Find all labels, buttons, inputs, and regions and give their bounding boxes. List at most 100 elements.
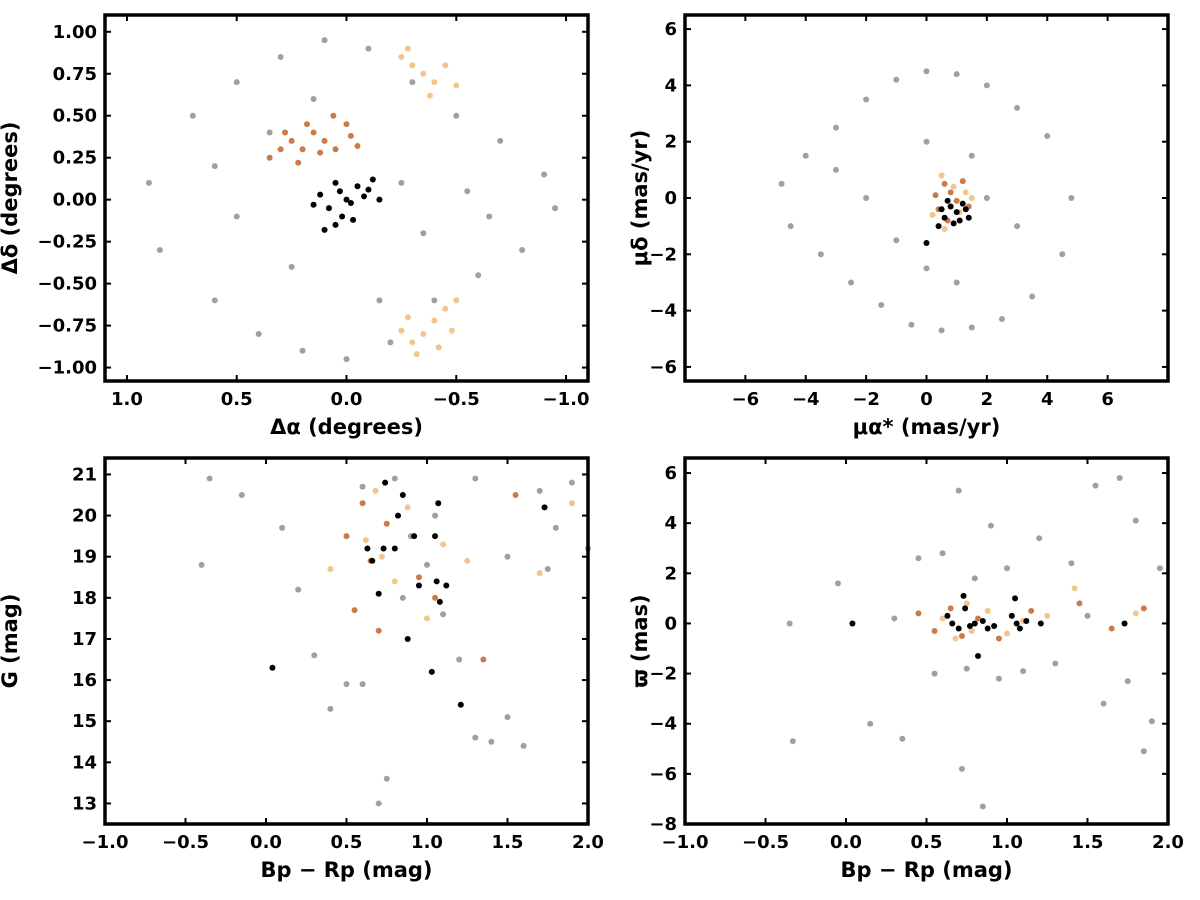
point-cluster_b: [404, 45, 411, 52]
point-cluster_a: [953, 197, 960, 204]
point-cluster_a: [947, 189, 954, 196]
point-background: [995, 675, 1002, 682]
point-core: [1121, 620, 1128, 627]
point-cluster_a: [321, 137, 328, 144]
y-tick-label: −2: [649, 664, 677, 685]
y-tick-label: 21: [72, 464, 97, 485]
point-background: [908, 321, 915, 328]
x-tick-label: 0.0: [830, 832, 862, 853]
x-tick-label: −0.5: [162, 832, 209, 853]
point-cluster_a: [295, 159, 302, 166]
point-background: [802, 152, 809, 159]
point-background: [311, 652, 318, 659]
point-cluster_b: [413, 351, 420, 358]
point-background: [552, 205, 559, 212]
point-background: [398, 179, 405, 186]
y-tick-label: −8: [649, 814, 677, 835]
point-cluster_a: [512, 492, 519, 499]
point-cluster_a: [330, 112, 337, 119]
point-cluster_a: [947, 605, 954, 612]
point-background: [568, 479, 575, 486]
point-core: [975, 653, 982, 660]
y-tick-label: 0.75: [53, 64, 97, 85]
point-core: [1037, 620, 1044, 627]
x-tick-label: 1.0: [411, 832, 443, 853]
point-core: [962, 605, 969, 612]
point-background: [1059, 251, 1066, 258]
point-background: [519, 247, 526, 254]
point-cluster_b: [1004, 630, 1010, 637]
y-tick-label: −2: [649, 244, 677, 265]
y-tick-label: 0: [664, 613, 677, 634]
point-core: [317, 191, 324, 198]
point-background: [832, 124, 839, 131]
x-tick-label: −4: [792, 389, 820, 410]
y-tick-label: 2: [664, 563, 677, 584]
point-cluster_a: [354, 142, 361, 149]
y-tick-label: −0.25: [38, 232, 98, 253]
y-tick-label: 0.00: [53, 190, 97, 211]
point-cluster_a: [303, 121, 310, 128]
y-tick-label: 6: [664, 463, 677, 484]
point-background: [963, 665, 970, 672]
point-cluster_a: [1028, 607, 1035, 614]
point-cluster_b: [440, 541, 447, 548]
point-background: [211, 297, 218, 304]
point-background: [145, 179, 152, 186]
point-core: [959, 200, 966, 207]
point-core: [347, 200, 354, 207]
point-cluster_b: [409, 339, 416, 346]
point-cluster_b: [426, 92, 433, 99]
point-background: [198, 561, 205, 568]
point-cluster_b: [1132, 610, 1139, 617]
point-cluster_a: [310, 129, 317, 136]
point-cluster_b: [431, 317, 438, 324]
point-background: [464, 188, 471, 195]
point-cluster_a: [415, 574, 422, 581]
y-tick-label: 0.25: [53, 148, 97, 169]
point-background: [233, 79, 240, 86]
point-cluster_b: [963, 600, 970, 607]
point-background: [938, 327, 945, 334]
point-cluster_b: [950, 183, 957, 190]
point-background: [1052, 660, 1059, 667]
point-core: [991, 622, 998, 629]
point-core: [428, 668, 435, 675]
point-cluster_b: [568, 500, 575, 507]
point-background: [343, 681, 350, 688]
point-core: [944, 612, 951, 619]
point-core: [1008, 612, 1015, 619]
point-cluster_b: [431, 79, 438, 86]
point-background: [156, 247, 163, 254]
point-background: [211, 163, 218, 170]
point-core: [332, 221, 339, 228]
point-cluster_a: [288, 137, 295, 144]
point-background: [424, 561, 430, 568]
y-tick-label: −4: [649, 301, 677, 322]
point-core: [965, 214, 972, 221]
point-core: [935, 223, 942, 230]
point-background: [383, 775, 390, 782]
point-background: [552, 524, 559, 531]
point-core: [433, 578, 440, 585]
point-background: [1124, 678, 1131, 685]
point-background: [817, 251, 824, 258]
point-cluster_b: [398, 327, 405, 334]
point-cluster_a: [1140, 605, 1147, 612]
point-background: [365, 45, 372, 52]
point-cluster_b: [424, 615, 430, 622]
point-core: [382, 479, 389, 486]
point-cluster_b: [362, 537, 369, 544]
point-background: [915, 555, 922, 562]
x-tick-label: 4: [1041, 389, 1054, 410]
y-axis-label: G (mag): [0, 594, 22, 689]
point-background: [979, 803, 986, 810]
point-core: [435, 500, 442, 507]
point-core: [955, 625, 962, 632]
point-background: [789, 738, 796, 745]
point-background: [1132, 517, 1139, 524]
point-core: [361, 193, 368, 200]
x-axis-label: Bp − Rp (mag): [840, 858, 1012, 882]
point-cluster_a: [266, 154, 273, 161]
